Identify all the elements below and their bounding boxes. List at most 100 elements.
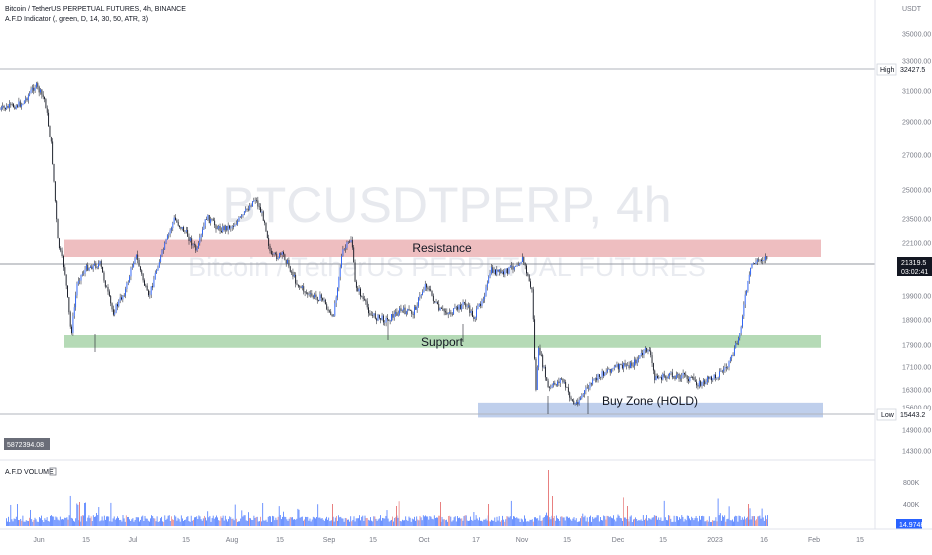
candle-body (136, 255, 137, 259)
volume-bar (496, 522, 497, 526)
volume-bar (364, 521, 365, 526)
candle-body (689, 377, 690, 381)
volume-bar (182, 518, 183, 526)
candle-body (280, 253, 281, 255)
candle-body (353, 247, 354, 262)
volume-bar (742, 517, 743, 526)
candle-body (610, 369, 611, 372)
volume-bar (19, 520, 20, 526)
volume-bar (571, 521, 572, 526)
candle-body (611, 369, 612, 373)
volume-bar (162, 521, 163, 526)
candle-body (391, 314, 392, 321)
time-axis[interactable] (0, 529, 932, 550)
volume-bar (158, 522, 159, 526)
volume-bar (377, 521, 378, 526)
candle-body (403, 308, 404, 310)
candle-body (681, 375, 682, 378)
volume-bar (289, 519, 290, 526)
candle-body (577, 402, 578, 404)
indicator-legend[interactable]: A.F.D Indicator (, green, D, 14, 30, 50,… (5, 16, 148, 23)
volume-bar (680, 519, 681, 526)
candle-body (133, 263, 134, 267)
candle-body (625, 363, 626, 366)
volume-bar (524, 515, 525, 526)
candle-body (488, 277, 489, 284)
candle-body (457, 307, 458, 310)
candle-body (764, 260, 765, 261)
candle-body (4, 106, 5, 108)
volume-bar (126, 515, 127, 526)
volume-bar (739, 516, 740, 526)
candle-body (314, 295, 315, 298)
volume-bar (592, 517, 593, 526)
volume-bar (261, 521, 262, 526)
volume-bar (700, 520, 701, 526)
candle-body (361, 296, 362, 297)
volume-bar (556, 515, 557, 526)
volume-bar (116, 518, 117, 526)
volume-bar (86, 521, 87, 526)
candle-body (401, 308, 402, 311)
candle-body (106, 287, 107, 288)
volume-bar (646, 515, 647, 526)
volume-bar (117, 516, 118, 526)
candle-body (332, 315, 333, 316)
candle-body (179, 226, 180, 227)
volume-bar (384, 519, 385, 526)
volume-bar (327, 520, 328, 526)
volume-bar (294, 519, 295, 526)
candle-body (738, 338, 739, 344)
candle-body (526, 266, 527, 274)
candle-body (731, 355, 732, 358)
candle-body (415, 307, 416, 310)
volume-bar (489, 521, 490, 526)
volume-bar (538, 520, 539, 526)
volume-bar (621, 518, 622, 526)
candle-body (375, 313, 376, 318)
volume-bar (292, 517, 293, 526)
volume-bar (29, 518, 30, 526)
symbol-title[interactable]: Bitcoin / TetherUS PERPETUAL FUTURES, 4h… (5, 6, 186, 13)
candle-body (569, 392, 570, 397)
volume-label: A.F.D VOLUME (5, 469, 54, 476)
candle-body (199, 238, 200, 243)
volume-bar (676, 516, 677, 526)
volume-bar (421, 517, 422, 526)
candle-body (463, 302, 464, 305)
candle-body (163, 250, 164, 251)
candle-body (390, 321, 391, 322)
candle-body (105, 280, 106, 286)
candle-body (135, 258, 136, 263)
volume-bar (366, 518, 367, 526)
candle-body (85, 270, 86, 274)
volume-bar (195, 517, 196, 526)
candle-body (395, 312, 396, 314)
volume-bar (272, 516, 273, 526)
candle-body (652, 355, 653, 363)
volume-bar (427, 516, 428, 526)
candle-body (467, 307, 468, 308)
candle-body (743, 305, 744, 317)
candle-body (275, 253, 276, 254)
volume-bar (51, 515, 52, 526)
candle-body (66, 275, 67, 286)
candle-body (704, 380, 705, 384)
volume-bar (672, 522, 673, 526)
candle-body (398, 314, 399, 316)
candle-body (6, 106, 7, 109)
volume-bar (309, 521, 310, 526)
volume-bar (591, 522, 592, 526)
volume-bar (238, 521, 239, 526)
candle-body (428, 287, 429, 289)
candle-body (522, 257, 523, 262)
volume-bar (588, 522, 589, 526)
candle-body (592, 379, 593, 384)
candle-body (328, 309, 329, 310)
candle-body (278, 258, 279, 259)
volume-bar (118, 518, 119, 526)
volume-bar (698, 521, 699, 526)
volume-bar (13, 521, 14, 526)
time-tick-label: 15 (659, 537, 667, 544)
